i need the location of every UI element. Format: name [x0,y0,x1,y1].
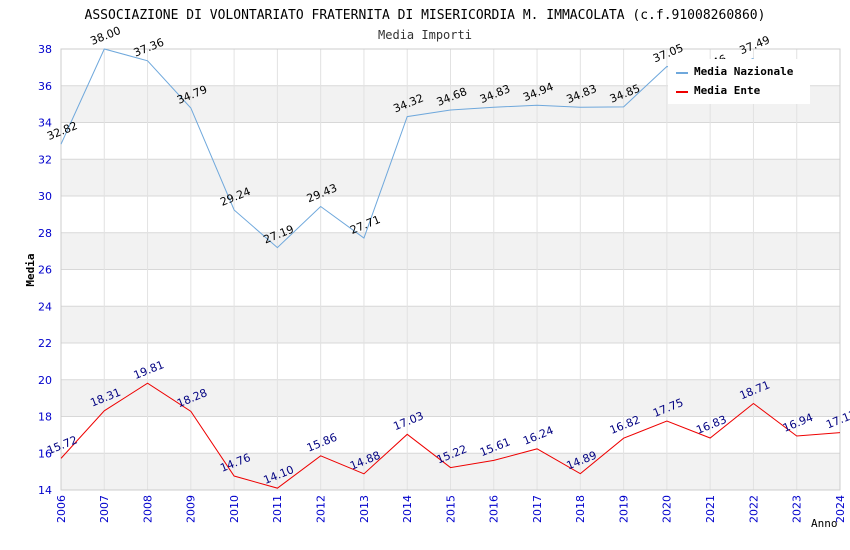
x-tick-label: 2017 [531,495,544,523]
y-tick-label: 38 [38,43,52,56]
x-tick-label: 2007 [98,495,111,523]
x-tick-label: 2024 [834,495,847,523]
y-tick-label: 16 [38,447,52,460]
y-tick-label: 30 [38,190,52,203]
y-tick-label: 20 [38,374,52,387]
x-tick-label: 2009 [185,495,198,523]
legend-box [668,59,810,104]
data-label-media-nazionale: 38.00 [89,24,123,48]
series-line-media-ente [60,382,841,489]
y-tick-label: 18 [38,411,52,424]
y-tick-label: 32 [38,153,52,166]
x-tick-label: 2008 [141,495,154,523]
x-axis-label: Anno [811,517,838,530]
x-tick-label: 2010 [228,495,241,523]
legend: Media Nazionale Media Ente [668,59,810,104]
x-tick-label: 2016 [488,495,501,523]
series-line-media-nazionale [60,48,754,249]
x-tick-label: 2018 [574,495,587,523]
y-tick-label: 22 [38,337,52,350]
y-tick-label: 14 [38,484,52,497]
x-tick-label: 2019 [617,495,630,523]
legend-label-media-ente: Media Ente [694,84,761,97]
x-tick-label: 2006 [55,495,68,523]
x-tick-label: 2020 [661,495,674,523]
x-tick-label: 2015 [444,495,457,523]
plot-border [60,48,841,491]
y-tick-label: 36 [38,80,52,93]
y-tick-label: 26 [38,264,52,277]
x-tick-label: 2023 [791,495,804,523]
x-tick-label: 2011 [271,495,284,523]
x-tick-label: 2021 [704,495,717,523]
y-tick-label: 24 [38,300,52,313]
chart-subtitle: Media Importi [378,28,472,42]
legend-label-media-nazionale: Media Nazionale [694,65,794,78]
x-tick-label: 2012 [315,495,328,523]
y-tick-label: 34 [38,117,52,130]
y-tick-label: 28 [38,227,52,240]
y-axis-label: Media [24,253,37,286]
x-tick-label: 2022 [747,495,760,523]
x-tick-label: 2013 [358,495,371,523]
x-tick-label: 2014 [401,495,414,523]
chart-title: ASSOCIAZIONE DI VOLONTARIATO FRATERNITA … [85,8,766,23]
